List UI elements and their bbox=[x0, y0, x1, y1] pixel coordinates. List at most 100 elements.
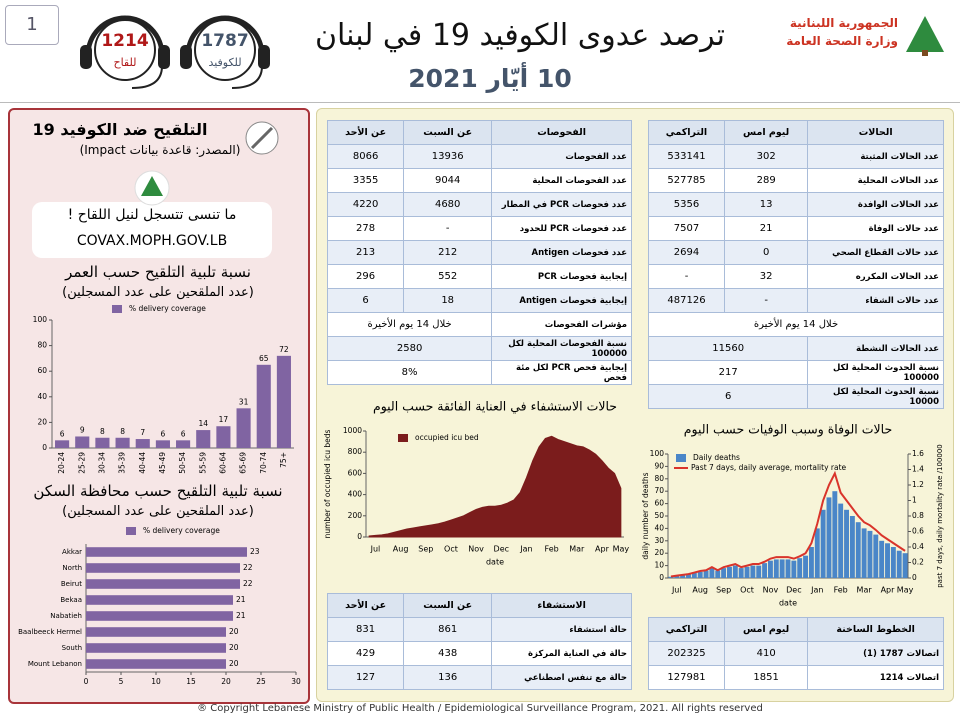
row-label: نسبة الحدوث المحلية لكل 100000 bbox=[807, 360, 944, 385]
row-label: عدد الحالات الوافدة bbox=[807, 192, 944, 217]
tests-table: الفحوصات عن السبت عن الأحد عدد الفحوصات 1393… bbox=[326, 120, 632, 385]
cell: 487126 bbox=[648, 288, 725, 313]
report-date: 10 أيّار 2021 bbox=[408, 64, 572, 93]
chart-title: حالات الاستشفاء في العناية الفائقة حسب ا… bbox=[373, 399, 617, 415]
cell: 21 bbox=[723, 216, 809, 241]
cell: 1851 bbox=[723, 665, 809, 690]
data-label: 14 bbox=[198, 419, 208, 428]
y-axis-title: daily number of deaths bbox=[641, 472, 650, 559]
y-tick-label: 1.2 bbox=[912, 480, 924, 489]
row: عدد الحالات المحلية 289 527785 bbox=[648, 168, 944, 193]
bar bbox=[86, 643, 226, 653]
x-tick-label: Sep bbox=[716, 586, 731, 595]
chart-title: نسبة تلبية التلقيح حسب محافظة السكن bbox=[33, 482, 283, 500]
hotline-table: الخطوط الساخنة ليوم امس التراكمي اتصالات 17… bbox=[648, 617, 944, 690]
row: عدد فحوصات PCR للحدود -278 bbox=[326, 216, 632, 241]
y-tick-label: 0 bbox=[42, 443, 47, 452]
y-tick-label: 1000 bbox=[343, 426, 362, 435]
bar bbox=[855, 522, 861, 578]
governorate-chart: 0 5 10 15 20 25 30 Akkar 23 North 22 Beirut 22 Bekaa 2… bbox=[18, 526, 301, 686]
bar bbox=[115, 437, 130, 448]
bar bbox=[727, 566, 732, 578]
bar bbox=[867, 530, 873, 578]
y-tick-label: Akkar bbox=[62, 548, 82, 556]
cell: 3355 bbox=[326, 168, 405, 193]
header-cell: عن الأحد bbox=[326, 593, 405, 618]
row-label: إيجابية فحص PCR لكل مئة فحص bbox=[491, 360, 632, 385]
y-tick-label: Bekaa bbox=[60, 596, 82, 604]
cell: 533141 bbox=[648, 144, 725, 169]
y-tick-label: 0.6 bbox=[912, 527, 924, 536]
y-tick-label: 20 bbox=[654, 548, 664, 557]
x-tick-label: 75+ bbox=[279, 452, 288, 468]
icu-chart: حالات الاستشفاء في العناية الفائقة حسب ا… bbox=[323, 399, 629, 567]
bar bbox=[703, 570, 709, 578]
row: نسبة الحدوث المحلية لكل 100000 217 bbox=[647, 360, 944, 385]
bar bbox=[797, 558, 803, 578]
x-axis-title: date bbox=[486, 558, 504, 567]
header-cell: عن السبت bbox=[403, 120, 493, 145]
cell: 831 bbox=[326, 617, 405, 642]
row-label: عدد فحوصات PCR للحدود bbox=[491, 216, 632, 241]
data-label: 20 bbox=[229, 627, 239, 636]
row-label: عدد الفحوصات المحلية bbox=[491, 168, 632, 193]
cell: 2580 bbox=[326, 336, 493, 361]
cell: 552 bbox=[403, 264, 493, 289]
header-cell: الحالات bbox=[807, 120, 944, 145]
chart-subtitle: (عدد الملقحين على عدد المسجلين) bbox=[62, 285, 254, 300]
cell: 4680 bbox=[403, 192, 493, 217]
deaths-chart: حالات الوفاة وسبب الوفيات حسب اليوم01020… bbox=[641, 422, 944, 608]
row-label: نسبة الحدوث المحلية لكل 10000 bbox=[807, 384, 944, 409]
y-tick-label: Baalbeeck Hermel bbox=[18, 628, 82, 636]
x-tick-label: 70-74 bbox=[259, 452, 268, 474]
row-label: مؤشرات الفحوصات bbox=[491, 312, 632, 337]
bar bbox=[762, 563, 768, 578]
chart-title: نسبة تلبية التلقيح حسب العمر bbox=[65, 263, 251, 281]
bar bbox=[803, 555, 809, 578]
y-tick-label: 1 bbox=[912, 496, 917, 505]
y-tick-label: 80 bbox=[37, 341, 47, 350]
row: نسبة الفحوصات المحلية لكل 100000 2580 bbox=[326, 336, 632, 361]
row: عدد حالات الشفاء -487126 bbox=[648, 288, 944, 313]
y-tick-label: 100 bbox=[650, 449, 665, 458]
headset-1214 bbox=[80, 15, 170, 89]
bar bbox=[838, 503, 844, 578]
vaccine-icon bbox=[245, 121, 279, 155]
x-tick-label: Mar bbox=[569, 545, 585, 554]
bar bbox=[86, 579, 240, 589]
y-tick-label: 50 bbox=[654, 511, 664, 520]
x-tick-label: 40-44 bbox=[138, 452, 147, 474]
cell: 8066 bbox=[326, 144, 405, 169]
cell: 32 bbox=[723, 264, 809, 289]
banner-text: ما تنسى تتسجل لنيل اللقاح ! bbox=[67, 207, 237, 223]
bar bbox=[86, 547, 247, 557]
y-tick-label: 0 bbox=[357, 532, 362, 541]
header-row: الحالات ليوم امس التراكمي bbox=[648, 120, 944, 145]
bar bbox=[832, 491, 838, 578]
hospital-table: الاستشفاء عن السبت عن الأحد حالة استشفاء 861… bbox=[326, 593, 632, 690]
x-tick-label: 35-39 bbox=[118, 452, 127, 474]
cell: 527785 bbox=[648, 168, 725, 193]
y-tick-label: 70 bbox=[654, 486, 664, 495]
x-tick-label: 15 bbox=[186, 677, 196, 686]
header-cell: التراكمي bbox=[648, 617, 725, 642]
hotline-number: 1787 bbox=[201, 31, 248, 51]
data-label: 7 bbox=[140, 428, 145, 437]
x-tick-label: 20-24 bbox=[57, 452, 66, 474]
row-label: إيجابية فحوصات PCR bbox=[491, 264, 632, 289]
x-tick-label: 65-69 bbox=[239, 452, 248, 474]
bar bbox=[86, 627, 226, 637]
cell: 2694 bbox=[648, 240, 725, 265]
cell: 9044 bbox=[403, 168, 493, 193]
row: حالة مع تنفس اصطناعي 136 127 bbox=[326, 665, 632, 690]
cell: 278 bbox=[326, 216, 405, 241]
x-tick-label: Aug bbox=[692, 586, 708, 595]
header-cell: الفحوصات bbox=[491, 120, 632, 145]
y-tick-label: 60 bbox=[654, 499, 664, 508]
x-tick-label: 0 bbox=[84, 677, 89, 686]
x-tick-label: 45-49 bbox=[158, 452, 167, 474]
header-cell: التراكمي bbox=[648, 120, 725, 145]
header-row: الفحوصات عن السبت عن الأحد bbox=[326, 120, 632, 145]
bar bbox=[668, 576, 674, 578]
cell: 6 bbox=[647, 384, 809, 409]
